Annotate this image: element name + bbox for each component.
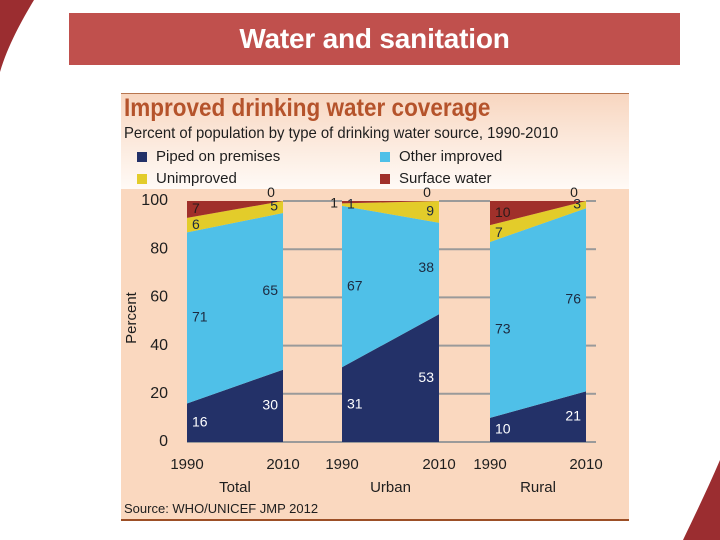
area-total-piped-on-premises bbox=[187, 369, 283, 442]
data-label: 21 bbox=[565, 407, 581, 423]
legend-item-unimproved: Unimproved bbox=[137, 170, 237, 187]
data-label: 31 bbox=[347, 395, 363, 411]
legend-label: Piped on premises bbox=[156, 148, 281, 165]
legend-swatch-other-improved bbox=[380, 151, 390, 162]
x-tick-label: 2010 bbox=[422, 456, 455, 473]
area-urban-unimproved bbox=[342, 201, 439, 223]
data-label: 38 bbox=[418, 259, 434, 275]
data-label: 1 bbox=[347, 195, 355, 211]
data-label: 1 bbox=[330, 195, 338, 211]
legend-label: Unimproved bbox=[156, 170, 237, 187]
data-label: 5 bbox=[270, 198, 278, 214]
area-total-other-improved bbox=[187, 213, 283, 404]
data-label: 71 bbox=[192, 309, 208, 325]
data-label: 7 bbox=[192, 200, 200, 216]
area-rural-unimproved bbox=[490, 201, 586, 242]
x-tick-label: 1990 bbox=[473, 456, 506, 473]
area-urban-piped-on-premises bbox=[342, 314, 439, 442]
area-total-unimproved bbox=[187, 201, 283, 233]
area-rural-piped-on-premises bbox=[490, 391, 586, 442]
group-label: Urban bbox=[370, 479, 411, 496]
top-left-swoosh bbox=[0, 0, 34, 72]
stacked-areas bbox=[187, 201, 586, 442]
legend-swatch-unimproved bbox=[137, 173, 147, 184]
area-urban-surface-water bbox=[342, 201, 439, 204]
y-tick-label: 40 bbox=[150, 337, 168, 354]
y-tick-label: 60 bbox=[150, 289, 168, 306]
legend-swatch-piped bbox=[137, 151, 147, 162]
data-label: 6 bbox=[192, 216, 200, 232]
slide-title: Water and sanitation bbox=[239, 23, 510, 54]
data-label: 73 bbox=[495, 321, 511, 337]
data-label: 0 bbox=[267, 184, 275, 200]
legend-item-piped: Piped on premises bbox=[137, 148, 280, 165]
y-axis-label: Percent bbox=[123, 291, 140, 344]
legend-label: Other improved bbox=[399, 148, 503, 165]
figure-header: Improved drinking water coverage Percent… bbox=[121, 94, 629, 189]
bottom-right-swoosh bbox=[683, 460, 720, 540]
x-tick-label: 1990 bbox=[170, 456, 203, 473]
x-tick-label: 1990 bbox=[325, 456, 358, 473]
area-rural-other-improved bbox=[490, 208, 586, 418]
data-label: 7 bbox=[495, 224, 503, 240]
y-tick-label: 0 bbox=[159, 433, 168, 450]
legend-item-other-improved: Other improved bbox=[380, 148, 502, 165]
data-label: 10 bbox=[495, 204, 511, 220]
legend-item-surface-water: Surface water bbox=[380, 170, 492, 187]
legend-label: Surface water bbox=[399, 170, 492, 187]
group-label: Rural bbox=[520, 479, 556, 496]
data-label: 10 bbox=[495, 421, 511, 437]
data-label: 53 bbox=[418, 369, 434, 385]
data-label: 3 bbox=[573, 195, 581, 211]
legend-swatch-surface-water bbox=[380, 173, 390, 184]
data-label: 65 bbox=[262, 282, 278, 298]
data-label: 16 bbox=[192, 413, 208, 429]
figure-panel: Improved drinking water coverage Percent… bbox=[121, 93, 629, 521]
figure-title: Improved drinking water coverage bbox=[124, 94, 491, 122]
y-tick-label: 100 bbox=[141, 192, 168, 209]
y-tick-label: 20 bbox=[150, 385, 168, 402]
slide-title-bar: Water and sanitation bbox=[69, 13, 680, 65]
y-tick-label: 80 bbox=[150, 240, 168, 257]
data-label: 9 bbox=[426, 203, 434, 219]
area-urban-other-improved bbox=[342, 205, 439, 368]
x-tick-label: 2010 bbox=[569, 456, 602, 473]
x-tick-label: 2010 bbox=[266, 456, 299, 473]
source-note: Source: WHO/UNICEF JMP 2012 bbox=[124, 501, 318, 516]
data-label: 0 bbox=[570, 184, 578, 200]
area-rural-surface-water bbox=[490, 201, 586, 226]
data-label: 30 bbox=[262, 397, 278, 413]
area-total-surface-water bbox=[187, 201, 283, 218]
data-label: 67 bbox=[347, 277, 363, 293]
group-label: Total bbox=[219, 479, 251, 496]
figure-subtitle: Percent of population by type of drinkin… bbox=[124, 125, 559, 142]
data-label: 0 bbox=[423, 184, 431, 200]
data-label: 76 bbox=[565, 291, 581, 307]
